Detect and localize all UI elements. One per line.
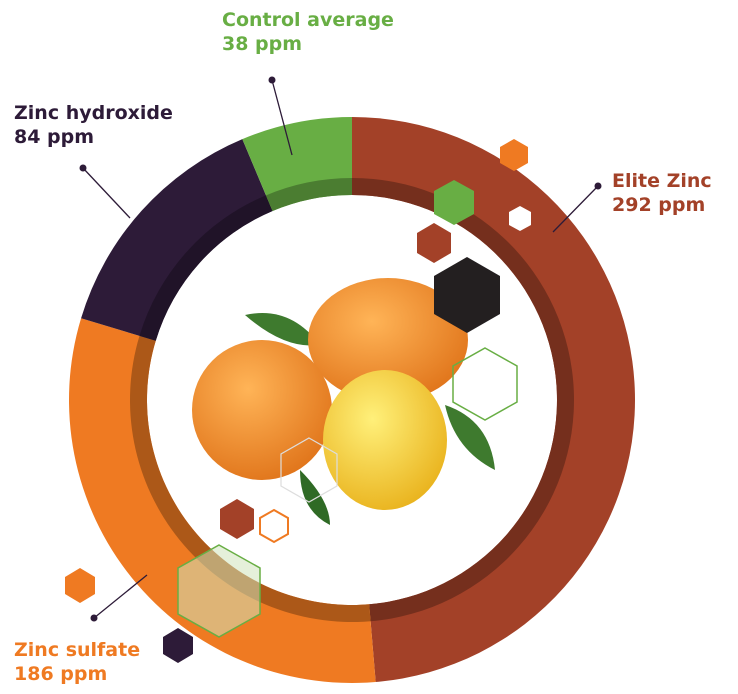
decorations: [65, 139, 531, 663]
leader-line: [552, 185, 599, 233]
hexagon: [434, 180, 474, 225]
value-label: 186 ppm: [14, 663, 107, 685]
hexagon: [434, 257, 500, 333]
lemon: [323, 370, 447, 510]
donut-segment: [81, 139, 273, 341]
leaf: [300, 470, 330, 525]
hexagon: [280, 437, 338, 503]
donut-segment: [352, 117, 635, 683]
hexagon: [177, 544, 261, 638]
category-label: Elite Zinc: [612, 170, 712, 192]
leader-line: [93, 574, 148, 619]
leader-dot: [594, 182, 602, 190]
value-label: 38 ppm: [222, 33, 302, 55]
category-label: Zinc hydroxide: [14, 102, 173, 124]
value-label: 292 ppm: [612, 194, 705, 216]
segment-inner-band: [139, 195, 273, 341]
category-label: Control average: [222, 9, 394, 31]
leader-line: [271, 79, 293, 156]
leader-dot: [79, 164, 87, 172]
donut: [68, 117, 635, 683]
hexagon: [509, 206, 531, 231]
leaf: [445, 405, 495, 470]
fruit-illustration: [192, 278, 495, 525]
leader-line: [82, 167, 131, 219]
segment-inner-band: [265, 178, 352, 212]
segment-inner-band: [129, 335, 371, 622]
leaf: [245, 313, 320, 346]
orange: [308, 278, 468, 402]
hexagon: [417, 223, 451, 263]
category-label: Zinc sulfate: [14, 639, 140, 661]
hexagon: [500, 139, 528, 171]
hexagon: [220, 499, 254, 539]
hexagon: [163, 628, 193, 663]
leader-dot: [268, 76, 276, 84]
orange: [192, 340, 332, 480]
leader-dot: [90, 614, 98, 622]
hexagon: [65, 568, 95, 603]
value-label: 84 ppm: [14, 126, 94, 148]
hexagon: [452, 347, 518, 421]
hexagon: [259, 508, 289, 544]
